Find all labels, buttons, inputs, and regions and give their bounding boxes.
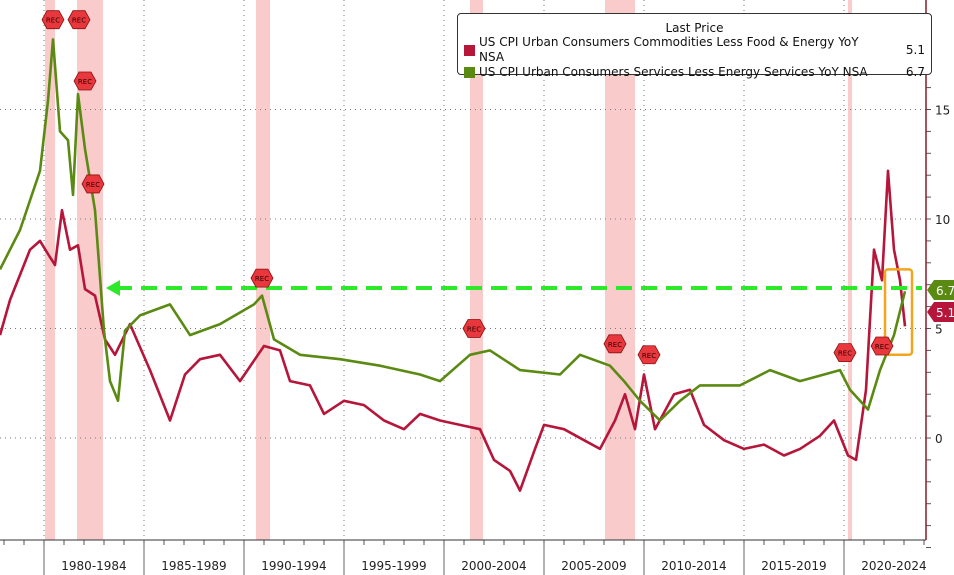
legend-label: US CPI Urban Consumers Commodities Less … <box>479 35 859 64</box>
rec-marker-icon <box>250 268 274 288</box>
rec-marker-label: REC <box>467 326 481 334</box>
x-tick-label: 1985-1989 <box>161 559 226 573</box>
y-tick-label: 10 <box>935 213 950 227</box>
last-value-tag <box>927 280 954 300</box>
rec-marker-label: REC <box>642 352 656 360</box>
commodities-series-line <box>0 169 907 492</box>
legend: Last Price US CPI Urban Consumers Commod… <box>457 13 932 79</box>
rec-marker-label: REC <box>838 350 852 358</box>
x-tick-label: 2010-2014 <box>661 559 726 573</box>
rec-marker-icon <box>833 343 857 362</box>
legend-label: US CPI Urban Consumers Services Less Ene… <box>479 65 868 79</box>
legend-item-services: US CPI Urban Consumers Services Less Ene… <box>458 65 931 80</box>
arrow-head-icon <box>106 279 120 296</box>
legend-swatch-green <box>464 67 475 78</box>
legend-swatch-red <box>464 44 475 56</box>
highlight-box <box>883 268 914 357</box>
recession-band <box>470 0 483 540</box>
rec-marker-icon <box>67 10 91 30</box>
x-tick-label: 1990-1994 <box>261 559 326 573</box>
services-series-line <box>0 38 907 422</box>
rec-marker-label: REC <box>86 181 100 189</box>
legend-title: Last Price <box>665 21 724 35</box>
x-tick-label: 1980-1984 <box>61 559 126 573</box>
recession-band <box>848 0 852 540</box>
rec-marker-label: REC <box>46 17 60 25</box>
rec-marker-icon <box>462 319 486 338</box>
rec-marker-label: REC <box>255 275 269 283</box>
legend-value: 5.1 <box>905 42 925 57</box>
y-tick-label: 0 <box>935 432 943 446</box>
legend-item-commodities: US CPI Urban Consumers Commodities Less … <box>458 35 931 65</box>
rec-marker-label: REC <box>72 17 86 25</box>
last-value-tag-label: 6.7 <box>936 284 954 298</box>
recession-band <box>45 0 55 540</box>
x-tick-label: 2005-2009 <box>561 559 626 573</box>
x-tick-label: 2000-2004 <box>461 559 526 573</box>
rec-marker-icon <box>73 71 97 91</box>
x-tick-label: 2015-2019 <box>761 559 826 573</box>
rec-marker-icon <box>41 10 65 30</box>
last-value-tag <box>927 302 954 322</box>
legend-value: 6.7 <box>905 65 925 79</box>
rec-marker-icon <box>81 174 105 194</box>
last-value-tag-label: 5.1 <box>936 306 954 320</box>
recession-band <box>605 0 635 540</box>
rec-marker-label: REC <box>608 341 622 349</box>
rec-marker-icon <box>637 345 661 365</box>
x-tick-label: 1995-1999 <box>361 559 426 573</box>
y-tick-label: 5 <box>935 323 943 337</box>
rec-marker-label: REC <box>78 78 92 86</box>
rec-marker-label: REC <box>875 343 889 351</box>
y-tick-label: 15 <box>935 104 950 118</box>
rec-marker-icon <box>603 334 627 354</box>
rec-marker-icon <box>870 336 894 356</box>
x-tick-label: 2020-2024 <box>861 559 926 573</box>
